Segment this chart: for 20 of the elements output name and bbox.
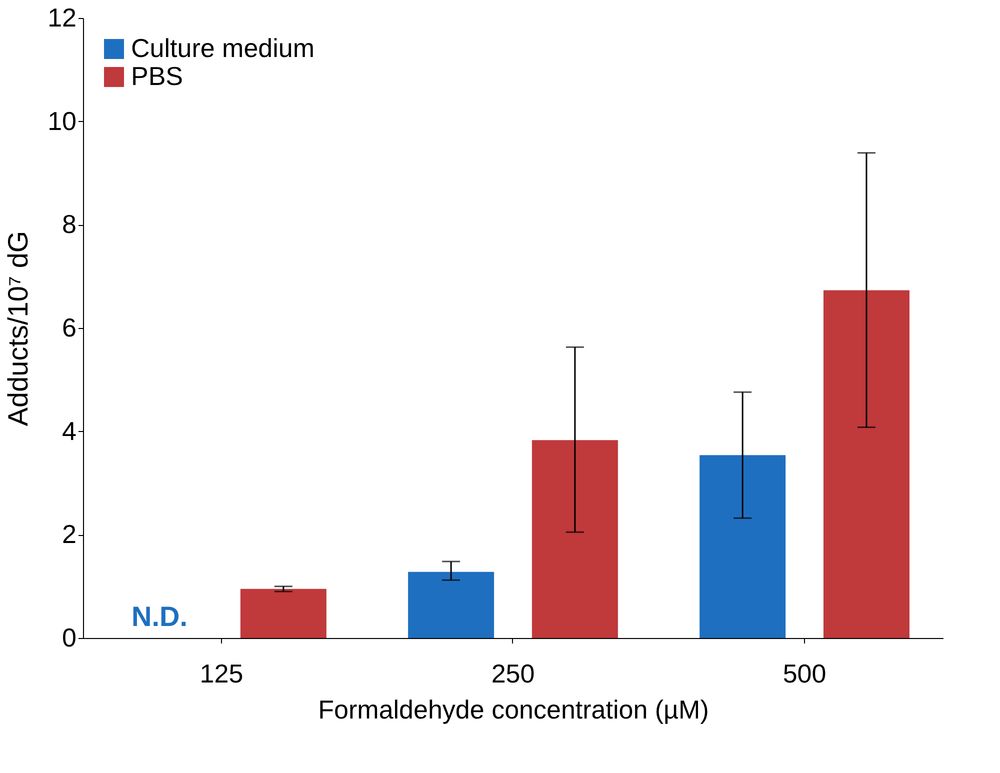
x-tick-label: 125 [200,658,244,688]
bar [240,588,326,638]
y-axis-title: Adducts/10⁷ dG [2,230,34,426]
y-tick-label: 0 [62,622,76,652]
y-tick-label: 2 [62,519,76,550]
bar [700,455,786,638]
x-axis-title: Formaldehyde concentration (µM) [318,694,709,724]
legend-label: Culture medium [131,33,315,63]
x-tick-label: 250 [491,658,535,688]
bar [823,290,910,638]
legend-label: PBS [131,61,184,91]
y-tick-label: 8 [62,209,76,240]
y-tick-label: 10 [48,106,76,136]
y-tick-label: 4 [62,416,76,446]
bar [408,572,494,638]
annotation: N.D. [132,601,188,632]
x-tick-label: 500 [782,658,826,688]
bar [532,440,618,638]
y-tick-label: 6 [62,312,76,342]
y-tick-label: 12 [48,2,76,32]
